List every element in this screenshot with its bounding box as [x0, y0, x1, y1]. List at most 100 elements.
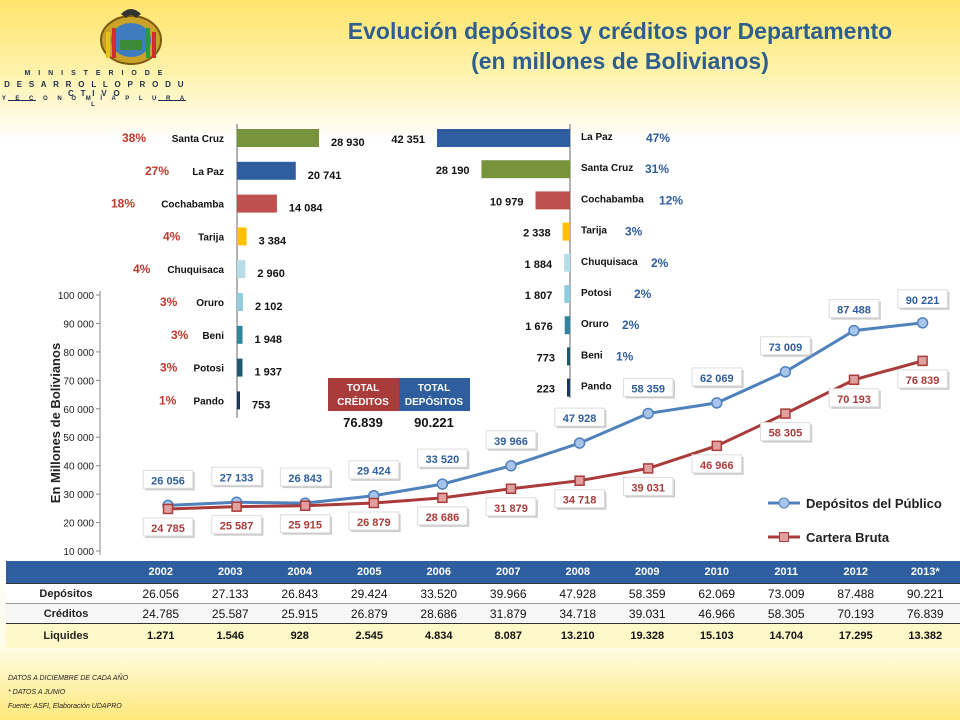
deposit-data-label: 26 843 — [288, 473, 322, 485]
y-tick-label: 100 000 — [58, 291, 95, 302]
credit-data-label-box — [691, 454, 743, 474]
y-tick-label: 90 000 — [63, 319, 94, 330]
total-deposits-header — [399, 378, 470, 411]
credit-point — [711, 440, 723, 452]
credit-bar-value: 1 937 — [254, 367, 282, 379]
credit-bar-value: 753 — [252, 399, 270, 411]
credit-bar — [237, 325, 243, 344]
credit-point — [162, 503, 174, 515]
credit-category-label: Beni — [202, 331, 224, 342]
y-axis-label: En Millones de Bolivianos — [48, 343, 63, 503]
note-june: * DATOS A JUNIO — [8, 689, 66, 696]
deposit-bar-value: 1 676 — [525, 321, 553, 333]
table-header-row: 2002 2003 2004 2005 2006 2007 2008 2009 2010 2011… — [6, 561, 960, 584]
deposit-percent-label: 12% — [659, 193, 683, 207]
table-cell: 928 — [265, 623, 335, 648]
table-column-header: 2003 — [195, 561, 265, 584]
deposit-bar — [567, 347, 570, 366]
note-december: DATOS A DICIEMBRE DE CADA AÑO — [8, 675, 129, 682]
deposit-bar — [567, 378, 570, 397]
table-cell: 26.879 — [334, 603, 404, 624]
deposit-bar-value: 223 — [537, 384, 555, 396]
table-cell: 26.056 — [126, 583, 196, 604]
deposit-bar — [481, 160, 570, 179]
credit-category-label: Cochabamba — [161, 200, 224, 211]
deposit-category-label: La Paz — [581, 132, 613, 143]
table-cell: 25.915 — [265, 603, 335, 624]
credit-percent-label: 4% — [163, 229, 181, 243]
title-line-1: Evolución depósitos y créditos por Depar… — [347, 18, 893, 44]
ministry-name-line2: D E S A R R O L L O P R O D U C T I V O — [4, 80, 186, 98]
credit-data-label: 24 785 — [151, 523, 185, 535]
deposit-point — [436, 478, 449, 490]
credit-data-label-box — [142, 517, 194, 537]
credit-percent-label: 4% — [133, 262, 151, 276]
deposit-percent-label: 47% — [646, 131, 670, 145]
table-column-header: 2008 — [543, 561, 613, 584]
credit-bar-value: 20 741 — [308, 170, 342, 182]
y-tick-label: 80 000 — [63, 348, 94, 359]
deposit-data-label: 58 359 — [631, 383, 665, 395]
credit-data-label: 46 966 — [700, 460, 734, 472]
legend-credit-marker — [779, 532, 789, 542]
deposit-data-label: 90 221 — [906, 295, 940, 307]
total-deposits-label-1: TOTAL — [418, 383, 450, 394]
total-deposits-label-2: DEPÓSITOS — [405, 395, 463, 408]
total-credits-value: 76.839 — [343, 415, 383, 430]
deposit-category-label: Cochabamba — [581, 194, 644, 205]
deposit-data-label-box — [142, 469, 194, 489]
deposit-bar-value: 10 979 — [490, 196, 524, 208]
legend-credit-label: Cartera Bruta — [806, 530, 890, 545]
ministry-logo — [40, 2, 220, 112]
table-column-header: 2010 — [682, 561, 752, 584]
deposit-data-label-box — [279, 467, 331, 487]
table-column-header: 2012 — [821, 561, 891, 584]
deposit-percent-label: 3% — [625, 225, 643, 239]
credit-data-label-box — [554, 489, 605, 509]
deposit-data-label: 62 069 — [700, 373, 734, 385]
coat-of-arms-icon — [100, 9, 162, 65]
credit-category-label: La Paz — [192, 167, 224, 178]
table-cell: 70.193 — [821, 603, 891, 624]
table-cell: 19.328 — [612, 623, 682, 648]
credit-bar-value: 3 384 — [259, 235, 287, 247]
table-cell: 26.843 — [265, 583, 335, 604]
deposit-category-label: Pando — [581, 382, 612, 393]
credit-bar — [237, 260, 246, 279]
table-cell: 62.069 — [682, 583, 752, 604]
table-cell: 73.009 — [751, 583, 821, 604]
ministry-divider-right — [158, 100, 186, 101]
credit-bar-value: 2 960 — [257, 268, 285, 280]
deposit-data-label-box — [417, 448, 468, 468]
credit-category-label: Tarija — [198, 232, 224, 243]
deposit-data-label: 26 056 — [151, 475, 185, 487]
credit-point — [574, 475, 585, 486]
deposit-point — [711, 397, 723, 409]
deposit-data-label-box — [348, 460, 400, 480]
deposit-bar-value: 1 884 — [525, 259, 553, 271]
credit-bar-value: 28 930 — [331, 137, 365, 149]
table-cell: 1.271 — [126, 623, 196, 648]
deposit-point — [916, 317, 929, 329]
table-cell: 58.305 — [751, 603, 821, 624]
table-cell: 17.295 — [821, 623, 891, 648]
deposit-data-label-box — [897, 289, 948, 309]
table-cell: 15.103 — [682, 623, 752, 648]
page-title: Evolución depósitos y créditos por Depar… — [300, 16, 940, 76]
footer-band — [0, 640, 960, 720]
series-line-0 — [167, 321, 923, 507]
deposit-bar — [564, 253, 570, 272]
chart-canvas: 10 000 20 000 30 000 40 000 50 000 60 000 70 0… — [48, 124, 950, 558]
credit-point — [848, 374, 860, 386]
ministry-divider-left — [8, 100, 36, 101]
legend-deposit-label: Depósitos del Público — [806, 496, 942, 511]
deposit-data-label: 47 928 — [563, 413, 597, 425]
credit-point — [299, 500, 311, 511]
deposit-category-label: Beni — [581, 350, 603, 361]
table-cell: 28.686 — [404, 603, 474, 624]
deposit-data-label-box — [622, 377, 674, 397]
table-cell: 27.133 — [195, 583, 265, 604]
table-cell: 39.031 — [612, 603, 682, 624]
deposit-point — [779, 366, 792, 378]
deposit-bar-value: 28 190 — [436, 165, 470, 177]
